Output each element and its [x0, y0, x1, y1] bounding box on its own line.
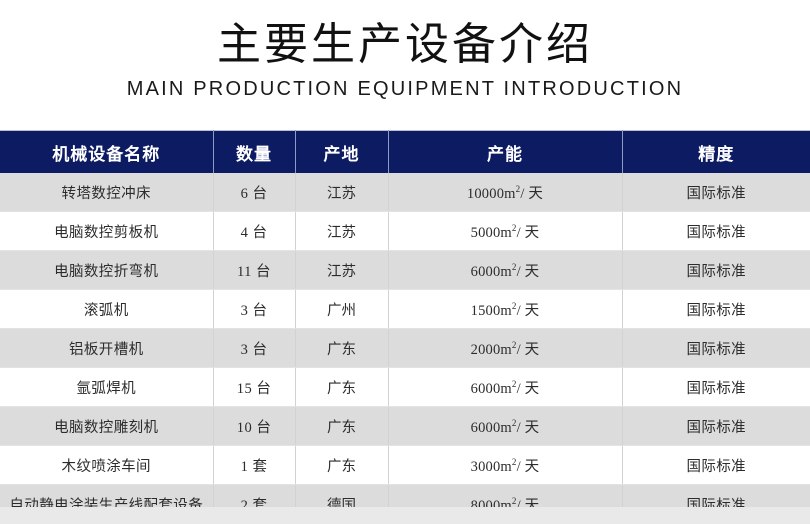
- capacity-unit: / 天: [516, 458, 540, 475]
- cell-capacity: 6000m2/ 天: [388, 406, 623, 446]
- capacity-unit: / 天: [520, 185, 544, 202]
- capacity-exponent: 2: [511, 261, 517, 272]
- cell-origin: 广州: [295, 289, 389, 329]
- cell-origin: 广东: [295, 445, 389, 485]
- cell-capacity: 10000m2/ 天: [388, 173, 623, 212]
- capacity-value: 10000m: [466, 185, 516, 202]
- capacity-value: 3000m: [470, 458, 512, 475]
- cell-capacity: 6000m2/ 天: [388, 250, 623, 290]
- cell-quantity: 11 台: [213, 250, 296, 290]
- page-title: 主要生产设备介绍: [217, 20, 593, 69]
- cell-quantity: 1 套: [213, 445, 296, 485]
- capacity-unit: / 天: [516, 224, 540, 241]
- capacity-unit: / 天: [516, 341, 540, 358]
- table-header-row: 机械设备名称 数量 产地 产能 精度: [0, 130, 810, 173]
- table-body: 转塔数控冲床 6 台江苏 10000m2/ 天国际标准 电脑数控剪板机 4 台江苏 500…: [0, 173, 810, 524]
- capacity-unit: / 天: [516, 263, 540, 280]
- capacity-value: 6000m: [470, 263, 512, 280]
- cell-quantity: 15 台: [213, 367, 296, 407]
- page-heading: 主要生产设备介绍 MAIN PRODUCTION EQUIPMENT INTRO…: [0, 0, 810, 102]
- column-header-qty: 数量: [213, 130, 296, 173]
- cell-equipment-name: 木纹喷涂车间: [0, 445, 214, 485]
- cell-precision: 国际标准: [622, 328, 810, 368]
- cell-precision: 国际标准: [622, 445, 810, 485]
- column-header-name: 机械设备名称: [0, 130, 214, 173]
- cell-quantity: 6 台: [213, 173, 296, 212]
- cell-capacity: 2000m2/ 天: [388, 328, 623, 368]
- cell-capacity: 6000m2/ 天: [388, 367, 623, 407]
- cell-origin: 广东: [295, 406, 389, 446]
- cell-precision: 国际标准: [622, 250, 810, 290]
- capacity-value: 5000m: [470, 224, 512, 241]
- cell-origin: 江苏: [295, 211, 389, 251]
- cell-precision: 国际标准: [622, 367, 810, 407]
- cell-precision: 国际标准: [622, 173, 810, 212]
- table-row: 转塔数控冲床 6 台江苏 10000m2/ 天国际标准: [0, 173, 810, 212]
- table-row: 电脑数控折弯机 11 台江苏 6000m2/ 天国际标准: [0, 250, 810, 290]
- capacity-exponent: 2: [511, 417, 517, 428]
- cell-capacity: 3000m2/ 天: [388, 445, 623, 485]
- footer-strip: [0, 507, 810, 524]
- table-row: 滚弧机 3 台广州 1500m2/ 天国际标准: [0, 289, 810, 329]
- cell-precision: 国际标准: [622, 406, 810, 446]
- cell-origin: 江苏: [295, 250, 389, 290]
- table-row: 氩弧焊机 15 台广东 6000m2/ 天国际标准: [0, 367, 810, 407]
- capacity-exponent: 2: [515, 183, 521, 194]
- equipment-table-container: 机械设备名称 数量 产地 产能 精度 转塔数控冲床 6 台江苏 10000m2/ 天…: [0, 130, 810, 524]
- cell-equipment-name: 转塔数控冲床: [0, 173, 214, 212]
- table-row: 木纹喷涂车间 1 套广东 3000m2/ 天国际标准: [0, 445, 810, 485]
- cell-equipment-name: 电脑数控雕刻机: [0, 406, 214, 446]
- column-header-origin: 产地: [295, 130, 389, 173]
- table-row: 电脑数控剪板机 4 台江苏 5000m2/ 天国际标准: [0, 211, 810, 251]
- cell-equipment-name: 氩弧焊机: [0, 367, 214, 407]
- capacity-unit: / 天: [516, 419, 540, 436]
- capacity-unit: / 天: [516, 380, 540, 397]
- cell-quantity: 3 台: [213, 328, 296, 368]
- cell-origin: 广东: [295, 367, 389, 407]
- cell-capacity: 5000m2/ 天: [388, 211, 623, 251]
- capacity-exponent: 2: [511, 222, 517, 233]
- column-header-capacity: 产能: [388, 130, 623, 173]
- table-row: 电脑数控雕刻机 10 台广东 6000m2/ 天国际标准: [0, 406, 810, 446]
- capacity-exponent: 2: [511, 300, 517, 311]
- cell-capacity: 1500m2/ 天: [388, 289, 623, 329]
- capacity-value: 2000m: [470, 341, 512, 358]
- table-header: 机械设备名称 数量 产地 产能 精度: [0, 130, 810, 173]
- cell-equipment-name: 滚弧机: [0, 289, 214, 329]
- cell-equipment-name: 电脑数控剪板机: [0, 211, 214, 251]
- equipment-table: 机械设备名称 数量 产地 产能 精度 转塔数控冲床 6 台江苏 10000m2/ 天…: [0, 130, 810, 524]
- capacity-unit: / 天: [516, 302, 540, 319]
- page-subtitle: MAIN PRODUCTION EQUIPMENT INTRODUCTION: [126, 78, 684, 100]
- table-row: 铝板开槽机 3 台广东 2000m2/ 天国际标准: [0, 328, 810, 368]
- column-header-precision: 精度: [622, 130, 810, 173]
- cell-precision: 国际标准: [622, 289, 810, 329]
- cell-quantity: 3 台: [213, 289, 296, 329]
- capacity-exponent: 2: [511, 495, 517, 506]
- cell-equipment-name: 电脑数控折弯机: [0, 250, 214, 290]
- capacity-value: 6000m: [470, 380, 512, 397]
- cell-origin: 广东: [295, 328, 389, 368]
- cell-quantity: 4 台: [213, 211, 296, 251]
- cell-precision: 国际标准: [622, 211, 810, 251]
- cell-origin: 江苏: [295, 173, 389, 212]
- capacity-exponent: 2: [511, 456, 517, 467]
- capacity-exponent: 2: [511, 378, 517, 389]
- cell-quantity: 10 台: [213, 406, 296, 446]
- capacity-exponent: 2: [511, 339, 517, 350]
- capacity-value: 6000m: [470, 419, 512, 436]
- cell-equipment-name: 铝板开槽机: [0, 328, 214, 368]
- capacity-value: 1500m: [470, 302, 512, 319]
